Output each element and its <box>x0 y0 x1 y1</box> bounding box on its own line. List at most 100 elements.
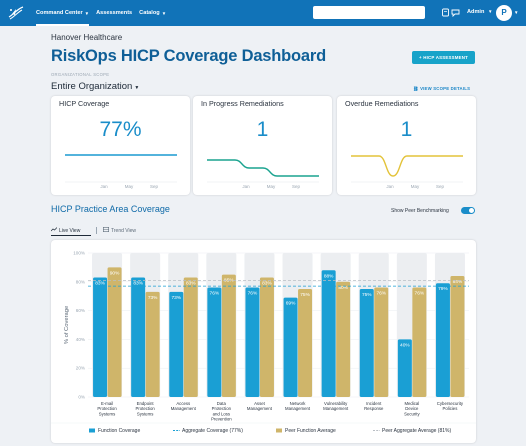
y-tick-label: 20% <box>76 366 85 371</box>
peer-average-bar[interactable] <box>412 287 427 397</box>
peer-average-bar[interactable] <box>221 274 236 397</box>
sparkline-tick-label: May <box>267 184 276 189</box>
x-tick-label: Protection <box>135 406 155 411</box>
y-axis-label: % of Coverage <box>64 306 70 344</box>
function-coverage-bar[interactable] <box>435 283 450 397</box>
legend-label: Peer Aggregate Average (81%) <box>382 428 451 434</box>
add-hicp-assessment-button[interactable]: + HICP ASSESSMENT <box>412 51 475 64</box>
search-input[interactable] <box>313 6 425 19</box>
bar-value-label: 76% <box>248 291 258 297</box>
chat-icon[interactable] <box>451 8 460 18</box>
nav-item-assessments[interactable]: Assessments <box>96 0 132 26</box>
x-tick-label: Asset <box>254 401 266 406</box>
kpi-card-value: 1 <box>256 118 269 141</box>
link-icon: ⛓ <box>413 86 421 91</box>
function-coverage-bar[interactable] <box>245 287 260 397</box>
nav-item-command-center[interactable]: Command Center ▼ <box>36 0 90 26</box>
nav-item-catalog[interactable]: Catalog ▼ <box>139 0 166 26</box>
legend-swatch <box>276 428 282 433</box>
legend-swatch <box>89 428 95 433</box>
x-tick-label: Device <box>405 406 419 411</box>
bar-value-label: 69% <box>286 301 296 307</box>
function-coverage-bar[interactable] <box>207 287 222 397</box>
kpi-card[interactable]: HICP Coverage 77% Jan May Sep <box>51 96 190 195</box>
bar-value-label: 79% <box>438 286 448 292</box>
sparkline-tick-label: Jan <box>242 184 250 189</box>
bar-value-label: 76% <box>376 291 386 297</box>
admin-label: Admin <box>467 9 485 15</box>
sparkline-tick-label: May <box>411 184 420 189</box>
tab-live-view[interactable]: Live View <box>50 227 81 234</box>
chevron-down-icon: ▼ <box>161 10 167 16</box>
coverage-chart-svg: 0% 20% 40% 60% 80% 100% % of Coverage 83% 90% E-m… <box>51 251 476 434</box>
function-coverage-bar[interactable] <box>131 277 146 397</box>
avatar[interactable]: P <box>496 5 512 21</box>
peer-average-bar[interactable] <box>450 276 465 397</box>
x-tick-label: Security <box>404 411 420 416</box>
nav-item-label: Catalog <box>139 10 160 16</box>
function-coverage-bar[interactable] <box>397 339 412 397</box>
bar-value-label: 76% <box>210 291 220 297</box>
x-tick-label: Data <box>217 401 227 406</box>
bar-value-label: 40% <box>400 342 410 348</box>
y-tick-label: 100% <box>73 251 85 256</box>
peer-average-bar[interactable] <box>298 289 313 397</box>
peer-average-bar[interactable] <box>183 277 198 397</box>
scope-select[interactable]: Entire Organization ▼ <box>51 81 139 92</box>
x-tick-label: Policies <box>443 406 458 411</box>
nav-item-label: Command Center <box>36 10 83 16</box>
table-icon <box>103 227 110 234</box>
x-tick-label: Systems <box>137 411 153 416</box>
sparkline-tick-label: Sep <box>292 184 301 189</box>
sparkline-tick-label: May <box>125 184 134 189</box>
x-tick-label: Management <box>323 406 349 411</box>
function-coverage-bar[interactable] <box>359 289 374 397</box>
kpi-card[interactable]: Overdue Remediations 1 Jan May Sep <box>337 96 476 195</box>
notes-icon[interactable] <box>441 8 450 17</box>
x-tick-label: Management <box>247 406 273 411</box>
top-nav-bar: Command Center ▼ Assessments Catalog ▼ <box>0 0 526 26</box>
line-chart-icon <box>50 227 58 234</box>
bar-value-label: 75% <box>362 292 372 298</box>
peer-average-bar[interactable] <box>259 277 274 397</box>
sparkline-tick-label: Jan <box>386 184 394 189</box>
tab-trend-label: Trend View <box>111 227 137 234</box>
x-tick-label: Systems <box>99 411 115 416</box>
bar-value-label: 83% <box>262 280 272 286</box>
sparkline-line <box>351 155 463 177</box>
function-coverage-bar[interactable] <box>321 270 336 397</box>
scope-link-label: VIEW SCOPE DETAILS <box>420 86 471 91</box>
admin-menu[interactable]: Admin ▼ <box>467 9 492 15</box>
sparkline-tick-label: Sep <box>150 184 159 189</box>
toggle-knob <box>469 208 474 213</box>
chevron-down-icon[interactable]: ▼ <box>514 10 519 15</box>
view-scope-details-link[interactable]: ⛓ VIEW SCOPE DETAILS <box>413 86 470 92</box>
peer-benchmarking-toggle[interactable] <box>461 207 475 214</box>
logo-icon[interactable] <box>6 4 26 22</box>
kpi-card-value: 1 <box>400 118 413 141</box>
x-tick-label: Medical <box>404 401 419 406</box>
bar-value-label: 73% <box>171 295 181 301</box>
function-coverage-bar[interactable] <box>93 277 108 397</box>
peer-average-bar[interactable] <box>145 291 160 397</box>
tab-live-label: Live View <box>59 227 81 234</box>
tab-active-underline <box>51 235 91 236</box>
bar-value-label: 83% <box>186 280 196 286</box>
scope-label: ORGANIZATIONAL SCOPE <box>51 72 110 77</box>
function-coverage-bar[interactable] <box>283 297 298 397</box>
sparkline-tick-label: Sep <box>436 184 445 189</box>
x-tick-label: Protection <box>97 406 117 411</box>
x-tick-label: Cybersecurity <box>437 401 464 406</box>
x-tick-label: Incident <box>366 401 382 406</box>
x-tick-label: and Loss <box>213 411 230 416</box>
kpi-sparkline: Jan May Sep <box>206 159 319 189</box>
peer-average-bar[interactable] <box>336 281 351 397</box>
kpi-card-value: 77% <box>99 118 142 141</box>
peer-average-bar[interactable] <box>374 287 389 397</box>
kpi-card[interactable]: In Progress Remediations 1 Jan May Sep <box>193 96 332 195</box>
x-tick-label: Access <box>176 401 190 406</box>
tab-trend-view[interactable]: Trend View <box>103 227 136 234</box>
peer-average-bar[interactable] <box>107 267 122 397</box>
function-coverage-bar[interactable] <box>169 291 184 397</box>
x-tick-label: Network <box>290 401 307 406</box>
